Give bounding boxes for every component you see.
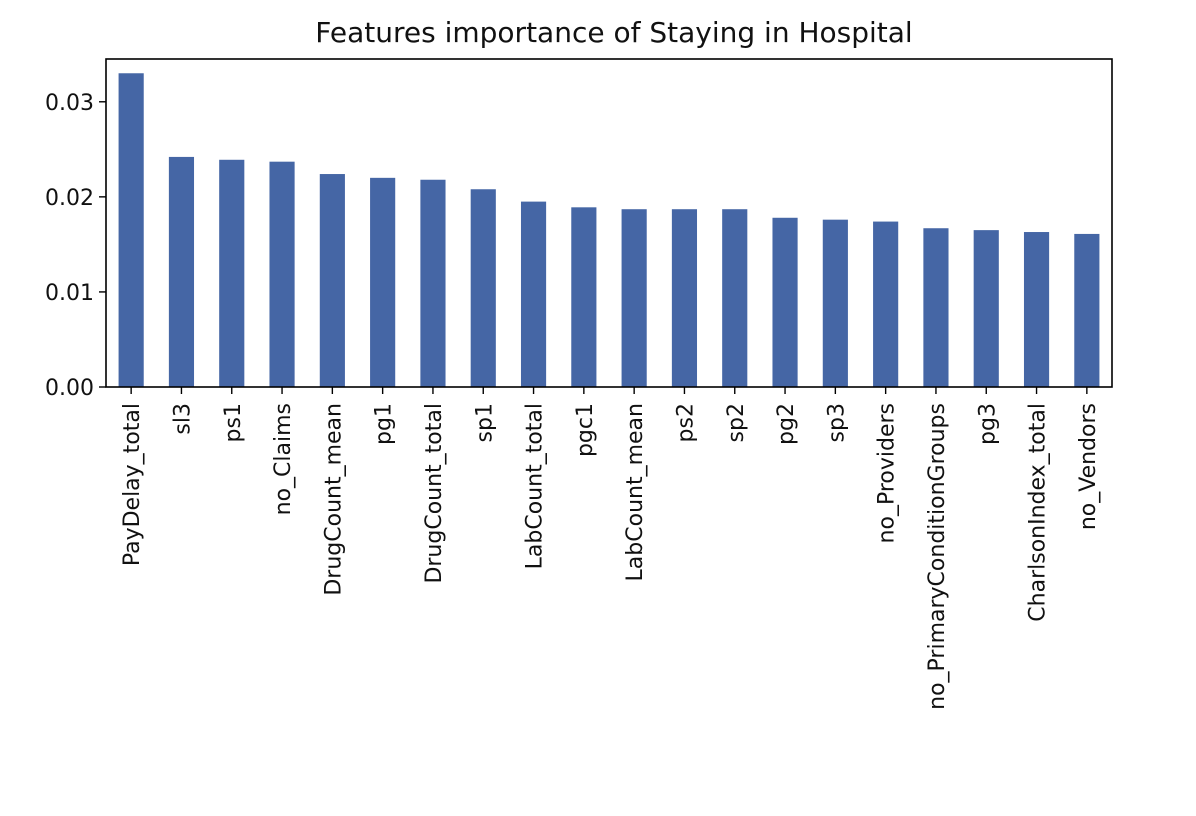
bar-DrugCount_mean <box>319 174 345 387</box>
x-tick-label: no_Providers <box>875 403 900 543</box>
x-tick-label: pgc1 <box>573 403 598 457</box>
plot-frame <box>105 58 1113 388</box>
bar-LabCount_total <box>520 201 547 387</box>
x-tick-label: sp1 <box>472 403 497 442</box>
y-tick-label: 0.01 <box>45 281 94 306</box>
chart-title: Features importance of Staying in Hospit… <box>315 16 912 49</box>
bar-pg3 <box>973 230 999 387</box>
bar-sp3 <box>822 219 848 387</box>
bar-pg1 <box>370 177 396 387</box>
bar-PayDelay_total <box>118 73 144 387</box>
y-tick-label: 0.02 <box>45 186 94 211</box>
bar-sp2 <box>722 209 748 387</box>
y-tick-label: 0.03 <box>45 91 94 116</box>
bar-no_Providers <box>873 221 899 387</box>
x-tick-label: DrugCount_total <box>422 403 447 584</box>
bar-no_PrimaryConditionGroups <box>923 228 949 387</box>
x-tick-label: pg2 <box>774 403 799 445</box>
bar-sl3 <box>168 156 195 387</box>
bar-ps2 <box>671 209 698 387</box>
x-tick-label: CharlsonIndex_total <box>1026 403 1051 622</box>
y-tick-label: 0.00 <box>45 376 94 401</box>
bar-pg2 <box>772 217 798 387</box>
x-tick-label: no_Claims <box>271 403 296 515</box>
bar-no_Claims <box>269 161 295 387</box>
x-tick-label: ps1 <box>221 403 246 442</box>
bar-ps1 <box>219 159 245 387</box>
x-tick-label: LabCount_mean <box>623 403 648 581</box>
x-tick-label: sp2 <box>724 403 749 442</box>
bar-pgc1 <box>571 207 597 387</box>
bar-LabCount_mean <box>621 209 647 387</box>
x-tick-label: pg1 <box>372 403 397 445</box>
bar-CharlsonIndex_total <box>1023 232 1050 387</box>
bar-DrugCount_total <box>420 179 446 387</box>
x-tick-label: pg3 <box>975 403 1000 445</box>
x-tick-label: PayDelay_total <box>120 403 145 566</box>
bars-layer <box>118 73 1100 387</box>
x-tick-label: LabCount_total <box>523 403 548 569</box>
x-tick-label: sp3 <box>824 403 849 442</box>
x-tick-label: no_Vendors <box>1076 403 1101 530</box>
y-axis: 0.00 0.01 0.02 0.03 <box>45 91 106 401</box>
x-tick-label: ps2 <box>673 403 698 442</box>
bar-no_Vendors <box>1074 233 1100 387</box>
bar-sp1 <box>470 189 496 387</box>
x-tick-label: DrugCount_mean <box>321 403 346 596</box>
x-axis: PayDelay_total sl3 ps1 no_Claims DrugCount_m… <box>120 387 1101 710</box>
x-tick-label: no_PrimaryConditionGroups <box>925 403 950 710</box>
x-tick-label: sl3 <box>170 403 195 435</box>
